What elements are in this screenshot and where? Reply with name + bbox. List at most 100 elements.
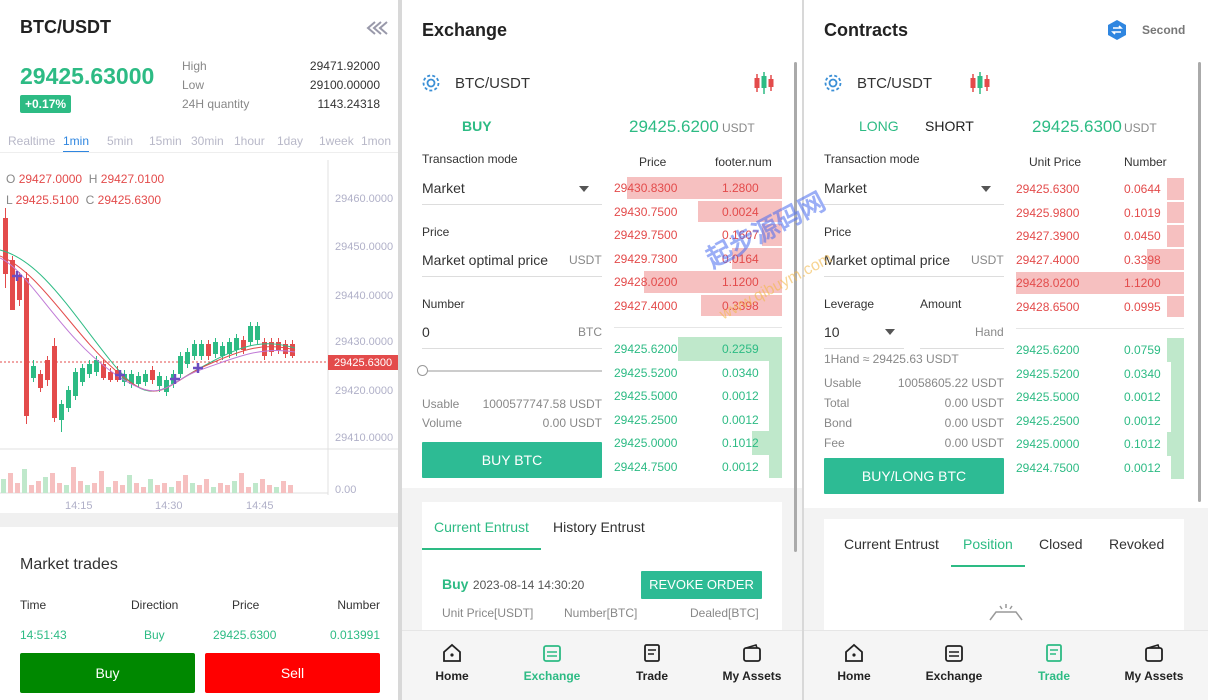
interval-realtime[interactable]: Realtime xyxy=(8,134,56,148)
col-unit-price: Unit Price xyxy=(1029,155,1082,169)
hand-note: 1Hand ≈ 29425.63 USDT xyxy=(824,352,959,366)
tab-buy[interactable]: BUY xyxy=(462,118,492,134)
bid-row[interactable]: 29425.0000 0.1012 xyxy=(1016,432,1184,456)
buy-button[interactable]: Buy xyxy=(20,653,195,693)
mode-select[interactable]: Market xyxy=(824,180,867,196)
ask-row[interactable]: 29427.3900 0.0450 xyxy=(1016,224,1184,248)
exchange-icon xyxy=(543,645,561,662)
second-toggle[interactable]: Second xyxy=(1142,23,1186,37)
tab-short[interactable]: SHORT xyxy=(925,118,974,134)
current-price-label: 29425.6300 xyxy=(334,357,392,369)
bid-row[interactable]: 29425.6200 0.2259 xyxy=(614,337,782,361)
ask-row[interactable]: 29430.7500 0.0024 xyxy=(614,200,782,224)
ask-row[interactable]: 29427.4000 0.3398 xyxy=(614,294,782,318)
amount-slider[interactable] xyxy=(422,370,602,372)
interval-1mon[interactable]: 1mon xyxy=(361,134,392,148)
candle xyxy=(73,372,78,396)
nav-home[interactable]: Home xyxy=(814,643,894,683)
tab-current-entrust[interactable]: Current Entrust xyxy=(844,536,939,552)
price-input[interactable]: Market optimal price xyxy=(422,252,549,268)
bid-row[interactable]: 29425.5200 0.0340 xyxy=(1016,361,1184,385)
trade-icon xyxy=(1046,644,1062,662)
nav-trade[interactable]: Trade xyxy=(612,643,692,683)
candle xyxy=(129,374,134,384)
ask-row[interactable]: 29430.8300 1.2800 xyxy=(614,176,782,200)
depth-bar xyxy=(1016,272,1184,294)
ask-row[interactable]: 29429.7500 0.1607 xyxy=(614,223,782,247)
home-icon xyxy=(443,643,461,662)
kline-chart[interactable]: 29460.0000 29450.0000 29440.0000 29430.0000… xyxy=(0,160,398,515)
tab-current-entrust[interactable]: Current Entrust xyxy=(434,519,529,535)
ask-row[interactable]: 29428.0200 1.1200 xyxy=(1016,271,1184,295)
interval-1hour[interactable]: 1hour xyxy=(234,134,265,148)
bid-row[interactable]: 29425.5000 0.0012 xyxy=(1016,385,1184,409)
volume-bar xyxy=(134,483,139,493)
bid-row[interactable]: 29425.0000 0.1012 xyxy=(614,431,782,455)
volume-bar xyxy=(113,481,118,493)
switch-icon[interactable] xyxy=(1106,19,1128,46)
stats-list: High 29471.92000 Low 29100.00000 24H quantit… xyxy=(182,59,380,116)
interval-15min[interactable]: 15min xyxy=(149,134,182,148)
settings-gear-icon[interactable] xyxy=(421,73,441,98)
tab-history-entrust[interactable]: History Entrust xyxy=(553,519,645,535)
amount-input[interactable]: Hand xyxy=(975,325,1004,339)
nav-trade[interactable]: Trade xyxy=(1014,643,1094,683)
leverage-select[interactable]: 10 xyxy=(824,324,840,340)
interval-1min[interactable]: 1min xyxy=(63,134,90,152)
pair-title: BTC/USDT xyxy=(20,17,111,37)
back-arrows-icon[interactable] xyxy=(364,20,388,41)
buy-long-button[interactable]: BUY/LONG BTC xyxy=(824,458,1004,494)
ask-row[interactable]: 29425.9800 0.1019 xyxy=(1016,201,1184,225)
ask-row[interactable]: 29427.4000 0.3398 xyxy=(1016,248,1184,272)
bid-row[interactable]: 29424.7500 0.0012 xyxy=(614,454,782,478)
bid-row[interactable]: 29425.5200 0.0340 xyxy=(614,360,782,384)
depth-bar xyxy=(698,200,782,222)
bid-row[interactable]: 29425.5000 0.0012 xyxy=(614,384,782,408)
slider-handle[interactable] xyxy=(417,365,428,376)
candle xyxy=(3,218,8,274)
sell-button[interactable]: Sell xyxy=(205,653,380,693)
depth-bar xyxy=(1170,408,1184,432)
tab-closed[interactable]: Closed xyxy=(1039,536,1083,552)
mode-select[interactable]: Market xyxy=(422,180,465,196)
order-h3: Dealed[BTC] xyxy=(690,606,759,620)
volume-bar xyxy=(43,477,48,493)
settings-gear-icon[interactable] xyxy=(823,73,843,98)
ask-row[interactable]: 29428.0200 1.1200 xyxy=(614,270,782,294)
nav-exchange[interactable]: Exchange xyxy=(914,643,994,683)
interval-1day[interactable]: 1day xyxy=(277,134,304,148)
col-number: Number xyxy=(1124,155,1167,169)
interval-5min[interactable]: 5min xyxy=(107,134,134,148)
buy-btc-button[interactable]: BUY BTC xyxy=(422,442,602,478)
price-input[interactable]: Market optimal price xyxy=(824,252,951,268)
candlestick-icon[interactable] xyxy=(752,71,776,100)
volume-bar xyxy=(99,471,104,493)
nav-home[interactable]: Home xyxy=(412,643,492,683)
bid-row[interactable]: 29425.2500 0.0012 xyxy=(614,407,782,431)
nav-exchange[interactable]: Exchange xyxy=(512,643,592,683)
interval-1week[interactable]: 1week xyxy=(319,134,354,148)
bid-row[interactable]: 29425.6200 0.0759 xyxy=(1016,338,1184,362)
market-panel: BTC/USDT 29425.63000 +0.17% High 29471.92… xyxy=(0,0,398,700)
volume-bar xyxy=(36,481,41,493)
tab-sell[interactable]: SELL xyxy=(529,118,565,134)
tab-position[interactable]: Position xyxy=(963,536,1013,552)
nav-assets[interactable]: My Assets xyxy=(712,643,792,683)
candle xyxy=(101,364,106,378)
candlestick-icon[interactable] xyxy=(968,71,992,100)
bid-row[interactable]: 29424.7500 0.0012 xyxy=(1016,455,1184,479)
interval-30min[interactable]: 30min xyxy=(191,134,224,148)
depth-bar xyxy=(1170,361,1184,385)
volume-bar xyxy=(71,467,76,493)
tab-long[interactable]: LONG xyxy=(859,118,899,134)
ask-row[interactable]: 29429.7300 0.0164 xyxy=(614,247,782,271)
ask-row[interactable]: 29425.6300 0.0644 xyxy=(1016,177,1184,201)
revoke-order-button[interactable]: REVOKE ORDER xyxy=(641,571,762,599)
ask-row[interactable]: 29428.6500 0.0995 xyxy=(1016,295,1184,319)
volume-bar xyxy=(57,483,62,493)
number-input[interactable]: 0 xyxy=(422,324,430,340)
tab-revoked[interactable]: Revoked xyxy=(1109,536,1165,552)
stat-row: Low 29100.00000 xyxy=(182,78,380,92)
nav-assets[interactable]: My Assets xyxy=(1114,643,1194,683)
bid-row[interactable]: 29425.2500 0.0012 xyxy=(1016,408,1184,432)
